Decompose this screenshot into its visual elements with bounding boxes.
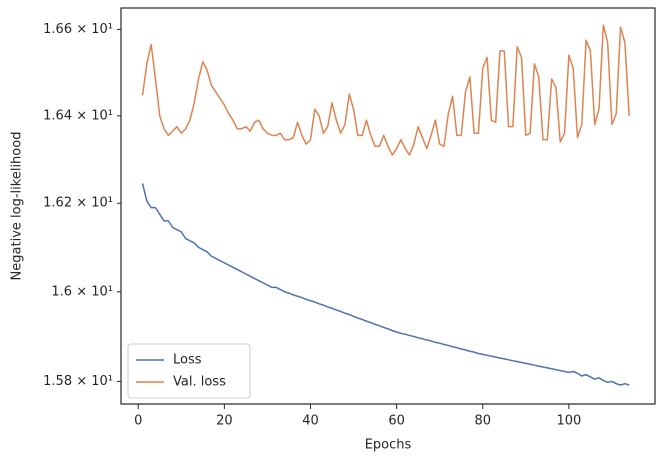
- series-line: [141, 183, 630, 386]
- y-tick-label: 1.6 × 10¹: [51, 284, 113, 299]
- y-tick-label: 1.58 × 10¹: [43, 374, 113, 389]
- y-tick-label: 1.64 × 10¹: [43, 108, 113, 123]
- legend-label: Val. loss: [173, 375, 226, 390]
- x-tick-label: 80: [474, 414, 491, 429]
- legend-label: Loss: [173, 353, 202, 368]
- x-tick-label: 40: [302, 414, 319, 429]
- y-tick-label: 1.62 × 10¹: [43, 196, 113, 211]
- x-tick-label: 20: [216, 414, 233, 429]
- x-tick-label: 60: [388, 414, 405, 429]
- x-axis-label: Epochs: [365, 438, 412, 453]
- y-tick-label: 1.66 × 10¹: [43, 22, 113, 37]
- x-tick-label: 100: [556, 414, 581, 429]
- plot-frame: [120, 7, 656, 405]
- legend-box: [127, 343, 251, 399]
- series-line: [141, 24, 630, 156]
- y-axis-label: Negative log-likelihood: [10, 132, 25, 281]
- x-tick-label: 0: [134, 414, 142, 429]
